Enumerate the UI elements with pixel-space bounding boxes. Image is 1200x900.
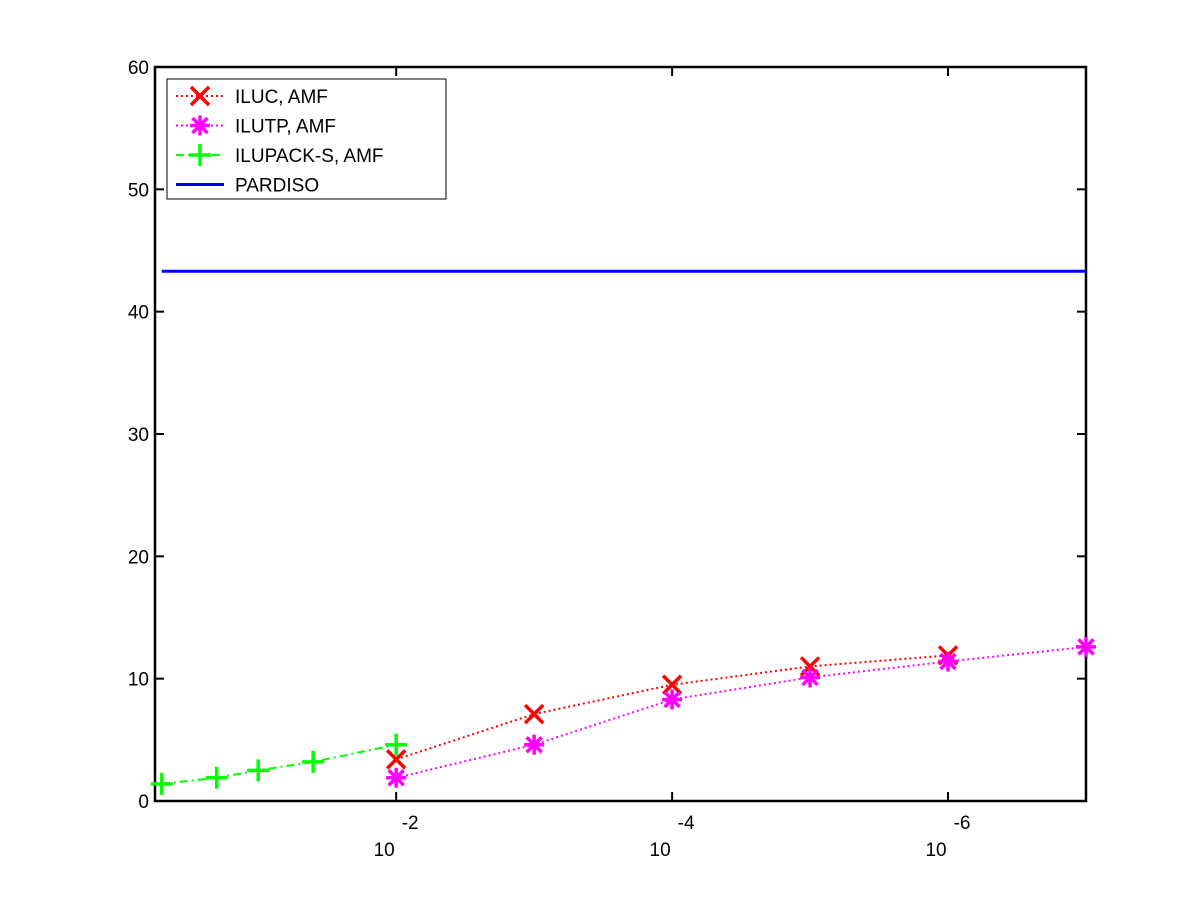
legend-label: PARDISO <box>235 176 319 197</box>
asterisk-marker <box>663 690 681 709</box>
x-marker <box>523 703 545 725</box>
legend-label: ILUC, AMF <box>235 87 328 108</box>
asterisk-marker <box>525 735 543 754</box>
y-tick-label: 0 <box>138 792 149 813</box>
asterisk-marker <box>801 668 819 687</box>
legend-item: ILUTP, AMF <box>176 115 336 138</box>
asterisk-marker <box>1077 638 1095 656</box>
asterisk-marker <box>939 652 957 671</box>
x-tick-label-base: 10 <box>650 840 671 861</box>
legend-label: ILUPACK-S, AMF <box>235 146 384 167</box>
legend-box <box>166 78 447 200</box>
legend-item: ILUPACK-S, AMF <box>176 144 384 167</box>
legend-item: ILUC, AMF <box>176 85 328 108</box>
x-marker <box>189 85 211 107</box>
axes: 0 10 20 30 40 50 60 10 -2 10 -4 10 -6 <box>128 58 1088 861</box>
x-tick-label-base: 10 <box>374 840 395 861</box>
asterisk-marker <box>387 769 405 787</box>
x-tick-label-exponent: -6 <box>954 813 971 834</box>
series-line <box>395 645 1087 779</box>
y-tick-label: 50 <box>128 180 149 201</box>
series-layer <box>150 269 1096 795</box>
x-tick-label-exponent: -2 <box>402 813 419 834</box>
legend: ILUC, AMF ILUTP, AMF ILUPACK-S, AMF PARDISO <box>166 78 447 200</box>
asterisk-marker <box>191 116 209 135</box>
series-line <box>161 743 397 785</box>
x-marker <box>661 674 683 696</box>
y-tick-label: 40 <box>128 303 149 324</box>
y-tick-label: 60 <box>128 58 149 79</box>
legend-item: PARDISO <box>176 176 319 197</box>
x-marker <box>385 749 407 770</box>
legend-label: ILUTP, AMF <box>235 117 336 138</box>
series-ilupack-s-amf <box>150 733 408 795</box>
x-tick-label-exponent: -4 <box>678 813 695 834</box>
y-tick-label: 10 <box>128 670 149 691</box>
y-tick-label: 30 <box>128 425 149 446</box>
series-ilutp-amf <box>386 636 1096 788</box>
x-tick-label-base: 10 <box>925 840 946 861</box>
y-tick-label: 20 <box>128 547 149 568</box>
